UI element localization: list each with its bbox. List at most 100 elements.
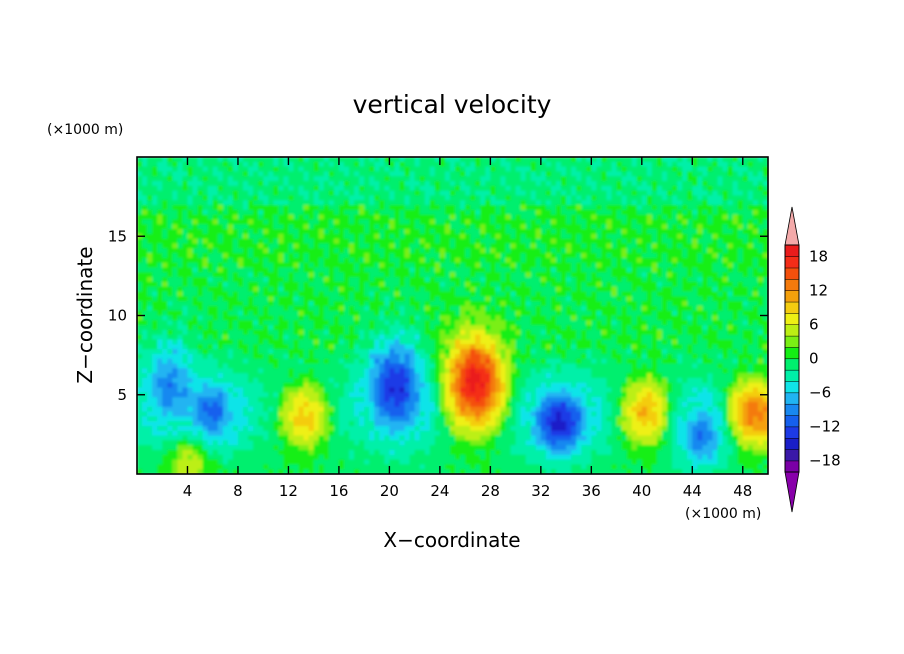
field-cell: [248, 315, 254, 321]
field-cell: [636, 209, 643, 216]
field-cell: [293, 229, 300, 235]
field-cell: [737, 205, 744, 211]
field-cell: [470, 214, 476, 221]
field-cell: [656, 185, 663, 192]
field-cell: [525, 214, 532, 221]
field-cell: [641, 296, 648, 302]
field-cell: [349, 329, 355, 336]
field-cell: [460, 310, 466, 317]
field-cell: [692, 296, 698, 302]
field-cell: [137, 195, 143, 201]
field-cell: [384, 325, 390, 331]
field-cell: [243, 296, 249, 302]
field-cell: [349, 185, 355, 192]
field-cell: [227, 185, 234, 192]
field-cell: [152, 224, 158, 230]
field-cell: [263, 262, 269, 269]
field-cell: [480, 315, 486, 321]
field-cell: [232, 310, 239, 317]
field-cell: [414, 291, 421, 297]
field-cell: [394, 161, 401, 168]
field-cell: [692, 224, 698, 230]
field-cell: [384, 176, 390, 182]
field-cell: [389, 344, 396, 350]
field-cell: [460, 257, 466, 264]
field-cell: [384, 248, 390, 254]
field-cell: [545, 320, 552, 326]
field-cell: [147, 219, 153, 225]
field-cell: [682, 209, 688, 216]
field-cell: [641, 209, 648, 216]
field-cell: [349, 166, 355, 173]
field-cell: [545, 262, 552, 269]
field-cell: [762, 262, 768, 269]
field-cell: [303, 176, 310, 182]
field-cell: [737, 277, 744, 283]
field-cell: [480, 243, 486, 249]
field-cell: [237, 320, 244, 326]
field-cell: [495, 205, 502, 211]
field-cell: [237, 253, 244, 259]
field-cell: [581, 238, 587, 245]
field-cell: [571, 320, 577, 326]
field-cell: [470, 200, 476, 206]
field-cell: [475, 185, 481, 192]
field-cell: [449, 219, 456, 225]
field-cell: [419, 200, 426, 206]
field-cell: [212, 181, 219, 187]
field-cell: [757, 253, 764, 259]
field-cell: [253, 286, 259, 293]
field-cell: [717, 166, 724, 173]
field-cell: [621, 233, 628, 240]
field-cell: [495, 181, 502, 187]
field-cell: [677, 166, 683, 173]
field-cell: [561, 291, 567, 297]
field-cell: [258, 248, 264, 254]
field-cell: [616, 329, 623, 336]
field-cell: [636, 315, 643, 321]
field-cell: [192, 181, 199, 187]
field-cell: [687, 205, 693, 211]
field-cell: [540, 176, 547, 182]
field-cell: [732, 329, 739, 336]
field-cell: [586, 281, 592, 288]
field-cell: [419, 277, 426, 283]
field-cell: [434, 205, 441, 211]
field-cell: [243, 224, 249, 230]
field-cell: [253, 325, 259, 331]
field-cell: [661, 286, 668, 293]
field-cell: [586, 286, 592, 293]
field-cell: [571, 344, 577, 350]
field-cell: [495, 248, 502, 254]
field-cell: [374, 305, 380, 312]
field-cell: [626, 305, 633, 312]
field-cell: [182, 257, 189, 264]
field-cell: [137, 229, 143, 235]
field-cell: [142, 253, 148, 259]
field-cell: [177, 219, 184, 225]
field-cell: [631, 267, 638, 273]
field-cell: [631, 195, 638, 201]
field-cell: [172, 209, 178, 216]
field-cell: [606, 238, 613, 245]
field-cell: [212, 267, 219, 273]
field-cell: [475, 214, 481, 221]
field-cell: [364, 248, 370, 254]
field-cell: [550, 238, 557, 245]
field-cell: [641, 329, 648, 336]
field-cell: [611, 205, 618, 211]
field-cell: [243, 305, 249, 312]
field-cell: [449, 310, 456, 317]
field-cell: [293, 286, 300, 293]
field-cell: [202, 214, 209, 221]
field-cell: [227, 257, 234, 264]
field-cell: [232, 344, 239, 350]
field-cell: [374, 301, 380, 307]
field-cell: [212, 224, 219, 230]
field-cell: [288, 229, 295, 235]
field-cell: [475, 195, 481, 201]
field-cell: [293, 176, 300, 182]
field-cell: [550, 205, 557, 211]
field-cell: [535, 233, 542, 240]
field-cell: [485, 181, 491, 187]
